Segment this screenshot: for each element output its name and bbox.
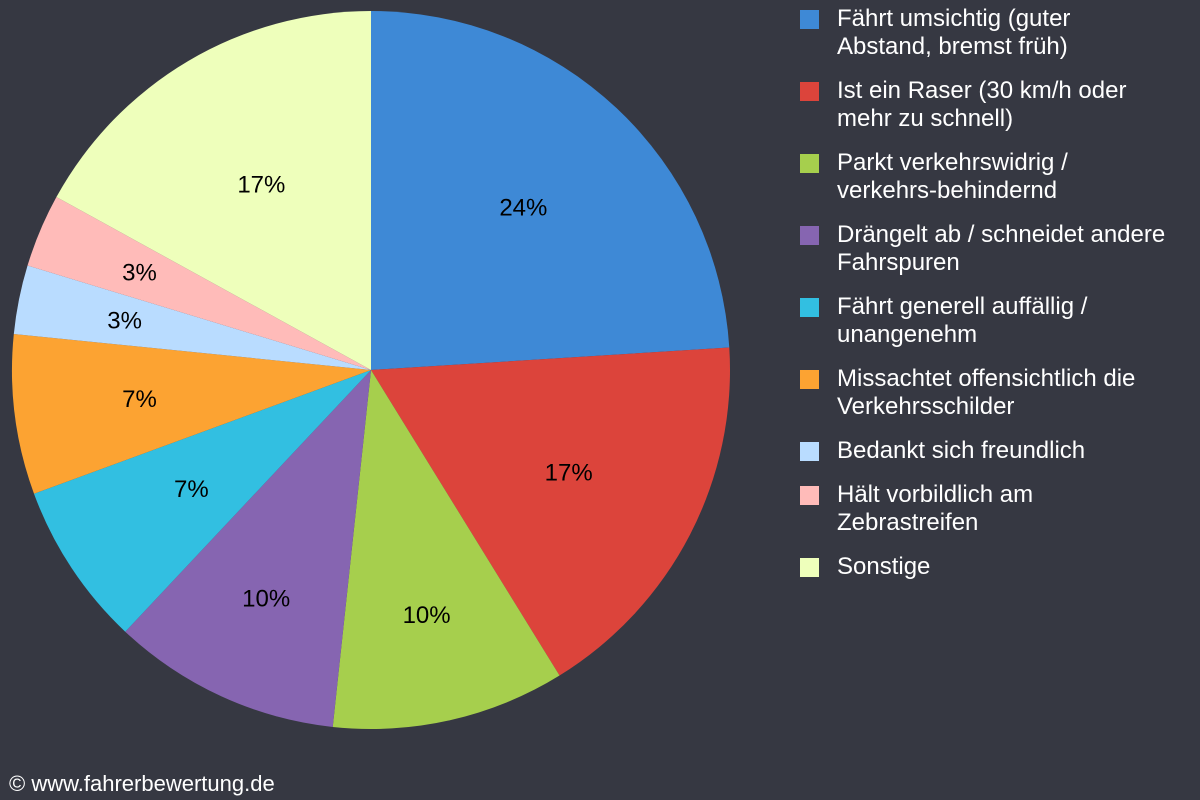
pie-slice <box>11 333 371 494</box>
legend-label: Zebrastreifen <box>837 509 979 536</box>
legend-label: Fahrspuren <box>837 249 960 276</box>
legend-label: Missachtet offensichtlich die <box>837 365 1136 392</box>
legend-swatch <box>800 10 819 29</box>
slice-percent-label: 3% <box>107 308 142 335</box>
legend-swatch <box>800 442 819 461</box>
legend-item: Sonstige <box>800 553 1200 581</box>
pie-slice <box>332 370 560 729</box>
legend-swatch <box>800 486 819 505</box>
slice-percent-label: 7% <box>174 476 209 503</box>
slice-percent-label: 10% <box>403 602 451 629</box>
legend-item: Hält vorbildlich am Zebrastreifen <box>800 481 1200 537</box>
copyright-footer[interactable]: © www.fahrerbewertung.de <box>9 771 275 796</box>
legend-label: Fährt generell auffällig / <box>837 293 1088 320</box>
pie-slice <box>13 265 371 370</box>
slice-percent-label: 17% <box>237 172 285 199</box>
slice-percent-label: 3% <box>122 259 157 286</box>
legend-label: mehr zu schnell) <box>837 105 1014 132</box>
legend-label: unangenehm <box>837 321 978 348</box>
legend-label: Verkehrsschilder <box>837 393 1015 420</box>
pie-slice <box>33 370 372 632</box>
legend-label: Fährt umsichtig (guter <box>837 5 1071 32</box>
legend-label: Hält vorbildlich am <box>837 481 1034 508</box>
pie-slice <box>27 197 371 370</box>
legend: Fährt umsichtig (guter Abstand, bremst fr… <box>800 5 1200 597</box>
legend-label: Sonstige <box>837 553 931 580</box>
pie-slice <box>56 11 371 370</box>
slice-percent-label: 17% <box>545 459 593 486</box>
legend-label: verkehrs-behindernd <box>837 177 1058 204</box>
legend-label: Bedankt sich freundlich <box>837 437 1086 464</box>
legend-item: Fährt generell auffällig / unangenehm <box>800 293 1200 349</box>
pie-slice <box>371 347 730 676</box>
pie-chart: 24% 17% 10% 10% 7% 7% 3% 3% 17% <box>11 11 730 729</box>
pie-slice <box>125 370 371 727</box>
slice-percent-label: 10% <box>242 585 290 612</box>
legend-item: Fährt umsichtig (guter Abstand, bremst fr… <box>800 5 1200 61</box>
legend-item: Bedankt sich freundlich <box>800 437 1200 465</box>
legend-label: Drängelt ab / schneidet andere <box>837 221 1166 248</box>
pie-slice <box>371 11 730 370</box>
legend-item: Ist ein Raser (30 km/h oder mehr zu schne… <box>800 77 1200 133</box>
legend-item: Drängelt ab / schneidet andere Fahrspuren <box>800 221 1200 277</box>
legend-label: Ist ein Raser (30 km/h oder <box>837 77 1127 104</box>
legend-item: Parkt verkehrswidrig / verkehrs-behindern… <box>800 149 1200 205</box>
legend-swatch <box>800 298 819 317</box>
slice-percent-label: 7% <box>122 386 157 413</box>
slice-percent-label: 24% <box>499 195 547 222</box>
legend-swatch <box>800 154 819 173</box>
legend-item: Missachtet offensichtlich die Verkehrssch… <box>800 365 1200 421</box>
legend-swatch <box>800 226 819 245</box>
legend-swatch <box>800 370 819 389</box>
legend-swatch <box>800 558 819 577</box>
legend-label: Parkt verkehrswidrig / <box>837 149 1068 176</box>
legend-swatch <box>800 82 819 101</box>
legend-label: Abstand, bremst früh) <box>837 33 1068 60</box>
